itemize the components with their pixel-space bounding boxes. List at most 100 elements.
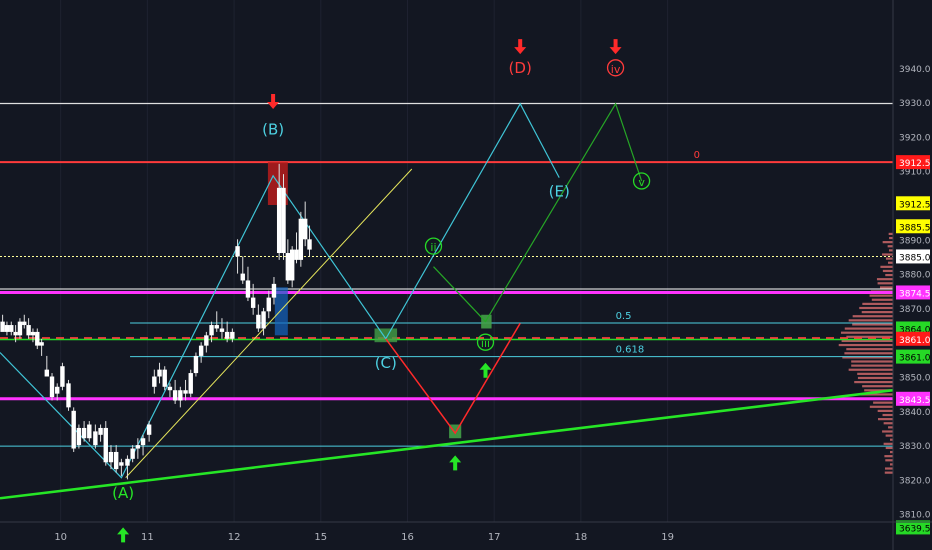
volume-bar (883, 422, 893, 425)
candle-body (209, 325, 214, 336)
candle-body (193, 355, 199, 374)
volume-bar (873, 401, 893, 404)
volume-bar (844, 352, 893, 355)
volume-bar (887, 245, 893, 248)
candle-body (204, 335, 209, 346)
wave-label: (E) (549, 182, 570, 200)
level-label: 0 (694, 150, 700, 161)
candle-body (183, 390, 188, 394)
candle-body (119, 462, 124, 466)
up-arrow-icon (117, 527, 130, 543)
volume-bar (857, 372, 893, 375)
volume-bar (862, 302, 893, 305)
candle-body (4, 325, 10, 332)
volume-bar (876, 278, 893, 281)
candle-body (285, 253, 291, 281)
candle-body (162, 369, 167, 387)
candle-body (39, 342, 44, 346)
candle-body (146, 424, 152, 435)
volume-bar (882, 241, 893, 244)
volume-bar (844, 327, 893, 330)
candle-body (198, 345, 204, 356)
candle-body (103, 427, 108, 463)
trendline (0, 388, 894, 500)
price-tag-label: 3864.0 (899, 325, 931, 335)
price-tick-label: 3870.0 (899, 305, 931, 315)
price-tick-label: 3810.0 (899, 511, 931, 521)
price-tick-label: 3940.0 (899, 65, 931, 75)
wave-label: iv (611, 63, 621, 76)
candle-body (87, 424, 92, 439)
volume-bar (848, 368, 893, 371)
time-tick-label: 12 (228, 532, 241, 543)
price-tick-label: 3820.0 (899, 476, 931, 486)
candle-body (140, 438, 146, 446)
horizontal-levels: 0 0.5 0.618 (0, 102, 893, 447)
time-tick-label: 19 (661, 532, 674, 543)
price-tag-label: 3885.0 (899, 253, 931, 263)
price-tag-label: 3912.5 (899, 159, 931, 169)
candle-body (294, 249, 299, 260)
time-axis[interactable]: 10 11 12 15 16 17 18 19 (0, 521, 932, 543)
price-tag-label: 3639.5 (899, 524, 931, 534)
volume-bar (884, 471, 893, 474)
price-tag-label: 3885.5 (899, 223, 931, 233)
wave-label: (B) (262, 121, 284, 139)
candle-body (157, 369, 162, 377)
down-arrow-icon (609, 39, 622, 55)
price-tick-label: 3830.0 (899, 442, 931, 452)
up-arrow-icon (449, 455, 462, 471)
candle-body (44, 369, 50, 377)
candle-body (289, 249, 295, 281)
c-highlight-box (374, 328, 398, 343)
time-tick-label: 15 (314, 532, 327, 543)
volume-bar (877, 282, 893, 285)
price-tag (896, 219, 930, 234)
price-tag (896, 391, 930, 406)
grid (60, 0, 669, 522)
price-tick-label: 3920.0 (899, 133, 931, 143)
volume-bar (882, 269, 893, 273)
volume-bar (854, 380, 893, 384)
candle-body (167, 386, 173, 391)
price-tick-label: 3890.0 (899, 236, 931, 246)
volume-bar (852, 315, 893, 318)
price-axis[interactable]: 3940.0 3930.0 3920.0 3910.0 3890.0 3880.0 3870… (892, 0, 932, 550)
candle-body (302, 218, 308, 240)
candle-body (245, 280, 251, 298)
candle-body (188, 373, 193, 394)
volume-bar (885, 467, 893, 470)
volume-bar (889, 249, 893, 252)
volume-bar (852, 323, 893, 326)
candle-body (235, 246, 240, 257)
volume-bar (869, 405, 893, 408)
candle-body (307, 239, 312, 250)
wave-label: v (638, 176, 645, 189)
candle-body (256, 314, 261, 329)
volume-bar (888, 426, 893, 429)
volume-bar (842, 356, 893, 359)
price-tag (896, 331, 930, 346)
candle-body (178, 390, 183, 401)
volume-bar (841, 339, 893, 343)
price-tag-label: 3843.5 (899, 396, 931, 406)
volume-bar (862, 385, 893, 388)
volume-bar (859, 306, 893, 310)
candle-body (271, 283, 277, 298)
volume-bar (890, 463, 893, 466)
candle-body (71, 410, 76, 449)
level-label: 0.618 (616, 345, 645, 356)
volume-bar (840, 331, 893, 334)
volume-bar (884, 455, 893, 458)
time-tick-label: 18 (575, 532, 588, 543)
price-tag-label: 3861.0 (899, 354, 931, 364)
candle-body (66, 383, 71, 408)
candle-body (0, 321, 5, 332)
volume-bar (888, 261, 893, 264)
candle-body (60, 366, 65, 387)
candle-body (152, 376, 157, 387)
volume-bar (871, 298, 893, 301)
candle-body (22, 321, 27, 326)
